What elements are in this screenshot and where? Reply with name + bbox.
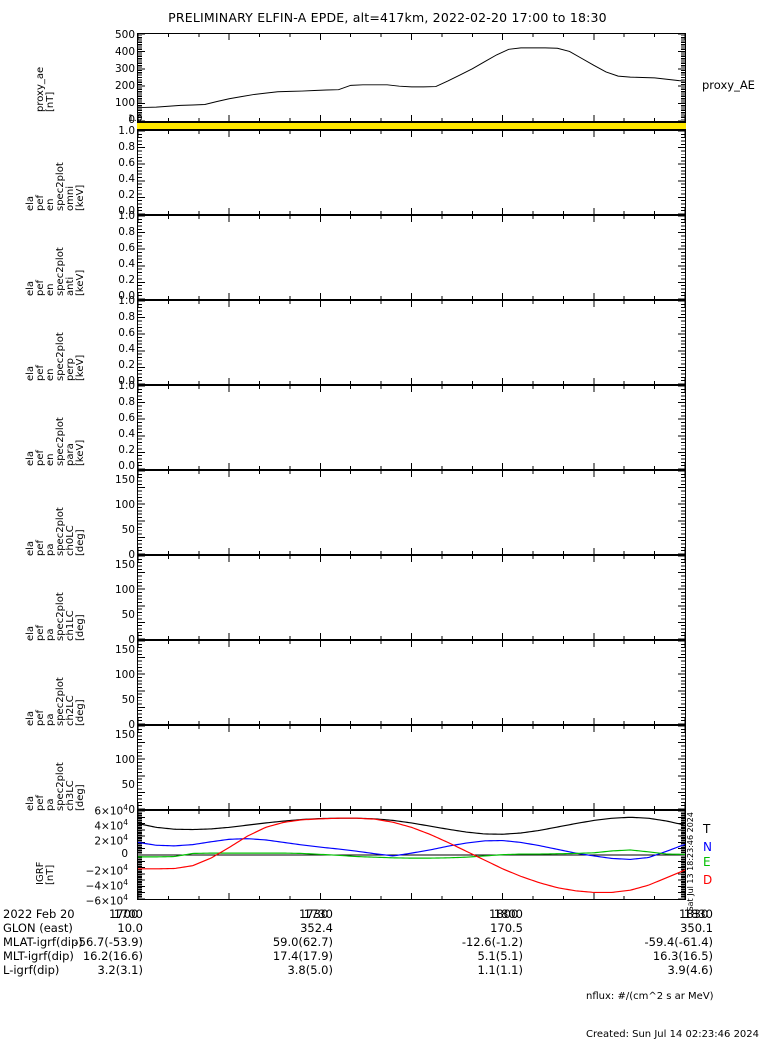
exponent: 4 [123,833,128,842]
exponent: 4 [123,818,128,827]
igrf-ytick-label: −6×104 [85,893,128,908]
x-tick-1730: 1730 [299,907,329,921]
igrf-ytick-label: 2×104 [94,833,128,848]
igrf-ytick-label: 6×104 [94,803,128,818]
exponent: 4 [123,803,128,812]
info-cell: 16.2(16.6) [82,949,143,963]
exponent: 4 [123,863,128,872]
info-row-label: GLON (east) [3,921,73,935]
panel-pa-ch3lc[interactable] [137,725,686,810]
info-cell: 5.1(5.1) [477,949,523,963]
info-cell: 59.0(62.7) [272,935,333,949]
footer-created: Created: Sun Jul 14 02:23:46 2024 [586,1028,760,1040]
page-title: PRELIMINARY ELFIN-A EPDE, alt=417km, 202… [168,10,607,25]
footer-notes: nflux: #/(cm^2 s ar MeV) Created: Sun Ju… [586,966,759,1054]
colorbar [137,122,686,130]
panel-en-perp[interactable] [137,300,686,385]
info-cell: 1.1(1.1) [477,963,523,977]
panel-2-axis-title: ela pef en spec2plot omni [keV] [25,162,86,211]
panel-4-axis-title: ela pef en spec2plot perp [keV] [25,332,86,381]
panel-pa-ch2lc[interactable] [137,640,686,725]
creation-stamp-vertical: Sat Jul 13 18:23:46 2024 [686,812,695,912]
colorbar-top-tick: 1.0 [128,114,143,124]
legend-item-e: E [703,855,711,869]
info-row-label: 2022 Feb 20 [3,907,75,921]
info-cell: 1730 [303,907,333,921]
exponent: 4 [123,893,128,902]
info-cell: -59.4(-61.4) [644,935,713,949]
info-row-label: L-igrf(dip) [3,963,60,977]
panel-pa-ch1lc[interactable] [137,555,686,640]
igrf-ytick-label: 0 [121,848,128,860]
panel-1-series-label: proxy_AE [702,78,755,92]
panel-igrf[interactable] [137,810,686,900]
panel-pa-ch0lc[interactable] [137,470,686,555]
panel-9-axis-title: ela pef pa spec2plot ch3LC [deg] [25,762,86,811]
info-cell: -12.6(-1.2) [461,935,523,949]
info-cell: 352.4 [300,921,333,935]
panel-6-axis-title: ela pef pa spec2plot ch0LC [deg] [25,507,86,556]
info-cell: 10.0 [117,921,143,935]
panel-7-axis-title: ela pef pa spec2plot ch1LC [deg] [25,592,86,641]
igrf-ytick-label: −2×104 [85,863,128,878]
info-cell: 170.5 [490,921,523,935]
x-tick-1830: 1830 [679,907,709,921]
info-cell: 3.8(5.0) [287,963,333,977]
panel-en-anti[interactable] [137,215,686,300]
panel-3-axis-title: ela pef en spec2plot anti [keV] [25,247,86,296]
panel-proxy-ae[interactable] [137,33,686,122]
panel-5-axis-title: ela pef en spec2plot para [keV] [25,417,86,466]
info-cell: 1830 [683,907,713,921]
panel-en-para[interactable] [137,385,686,470]
legend-item-t: T [703,822,711,836]
info-cell: 350.1 [680,921,713,935]
panel-8-axis-title: ela pef pa spec2plot ch2LC [deg] [25,677,86,726]
info-cell: -56.7(-53.9) [74,935,143,949]
info-cell: 17.4(17.9) [272,949,333,963]
igrf-ytick-label: 4×104 [94,818,128,833]
info-cell: 1800 [493,907,523,921]
info-cell: 3.2(3.1) [97,963,143,977]
legend-item-n: N [703,840,712,854]
info-row-label: MLT-igrf(dip) [3,949,74,963]
panel-1-ytick-labels: 500 400 300 200 100 0 [114,29,135,126]
info-cell: 1700 [113,907,143,921]
info-row-label: MLAT-igrf(dip) [3,935,83,949]
panel-en-omni[interactable] [137,130,686,215]
x-tick-1700: 1700 [109,907,139,921]
exponent: 4 [123,878,128,887]
x-tick-1800: 1800 [489,907,519,921]
info-cell: 3.9(4.6) [667,963,713,977]
info-cell: 16.3(16.5) [652,949,713,963]
footer-nflux: nflux: #/(cm^2 s ar MeV) [586,991,714,1002]
igrf-ytick-label: −4×104 [85,878,128,893]
legend-item-d: D [703,873,713,887]
